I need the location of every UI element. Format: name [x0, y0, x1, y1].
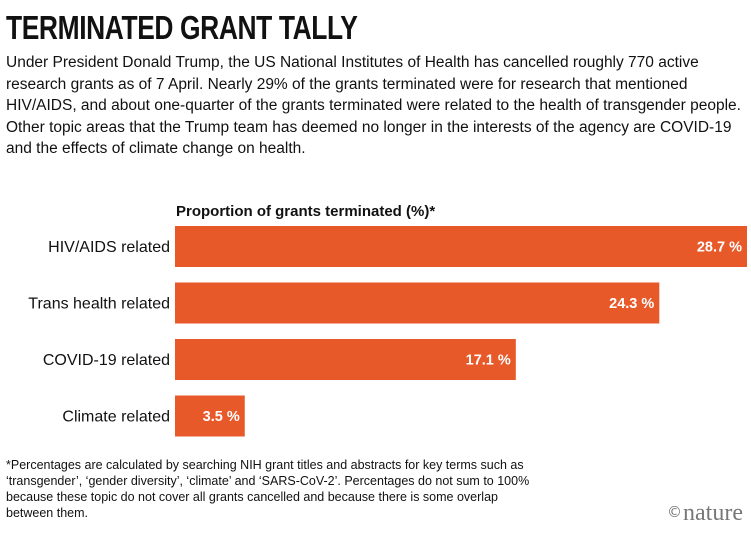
bars-group: HIV/AIDS related 28.7 % Trans health relat…	[28, 226, 747, 437]
footnote: *Percentages are calculated by searching…	[6, 458, 530, 520]
bar-trans-health-related	[175, 282, 660, 324]
chart-title: TERMINATED GRANT TALLY	[6, 9, 358, 46]
category-label-climate-related: Climate related	[62, 409, 170, 426]
category-label-covid-19-related: COVID-19 related	[43, 352, 170, 369]
nature-logo: ©nature	[667, 500, 743, 527]
value-label-trans-health-related: 24.3 %	[609, 296, 654, 312]
bar-hiv-aids-related	[175, 226, 747, 267]
value-label-hiv-aids-related: 28.7 %	[697, 240, 742, 256]
copyright-symbol: ©	[667, 503, 683, 521]
value-label-climate-related: 3.5 %	[203, 409, 240, 425]
brand-name: nature	[683, 500, 743, 526]
chart-subtitle: Under President Donald Trump, the US Nat…	[6, 54, 741, 157]
category-label-hiv-aids-related: HIV/AIDS related	[48, 239, 170, 256]
bar-covid-19-related	[175, 339, 516, 380]
value-label-covid-19-related: 17.1 %	[466, 353, 511, 369]
category-label-trans-health-related: Trans health related	[28, 296, 170, 313]
axis-title: Proportion of grants terminated (%)*	[176, 203, 435, 220]
bar-climate-related	[175, 395, 245, 437]
